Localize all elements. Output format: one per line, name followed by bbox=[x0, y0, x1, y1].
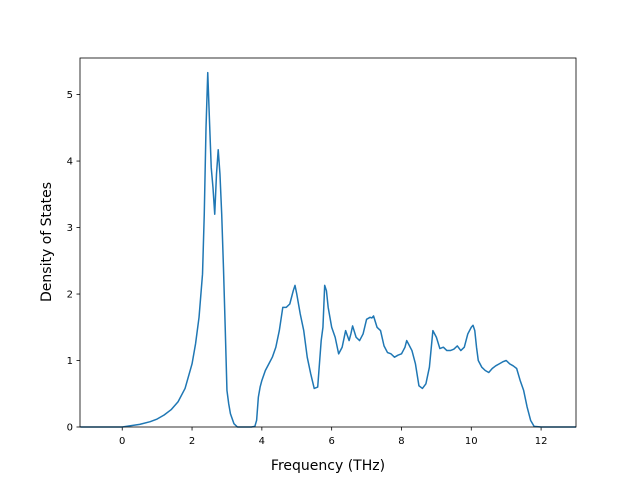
plot-area bbox=[80, 58, 576, 427]
y-tick-label: 4 bbox=[67, 157, 73, 168]
x-tick-label: 4 bbox=[259, 436, 265, 447]
y-tick-label: 2 bbox=[67, 290, 73, 301]
plot-frame bbox=[79, 57, 577, 428]
x-axis: 0 2 4 6 8 10 12 bbox=[119, 427, 547, 447]
x-tick-label: 6 bbox=[328, 436, 334, 447]
x-tick-label: 10 bbox=[465, 436, 478, 447]
series-line bbox=[80, 71, 576, 428]
x-tick-label: 0 bbox=[119, 436, 125, 447]
x-tick-label: 12 bbox=[535, 436, 548, 447]
x-tick-label: 2 bbox=[189, 436, 195, 447]
x-tick-label: 8 bbox=[398, 436, 404, 447]
y-tick-label: 0 bbox=[67, 423, 73, 434]
y-tick-label: 3 bbox=[67, 223, 73, 234]
y-axis: 0 1 2 3 4 5 bbox=[67, 90, 80, 434]
y-tick-label: 5 bbox=[67, 90, 73, 101]
x-axis-title: Frequency (THz) bbox=[271, 458, 385, 474]
y-tick-label: 1 bbox=[67, 356, 73, 367]
y-axis-title: Density of States bbox=[39, 182, 55, 302]
